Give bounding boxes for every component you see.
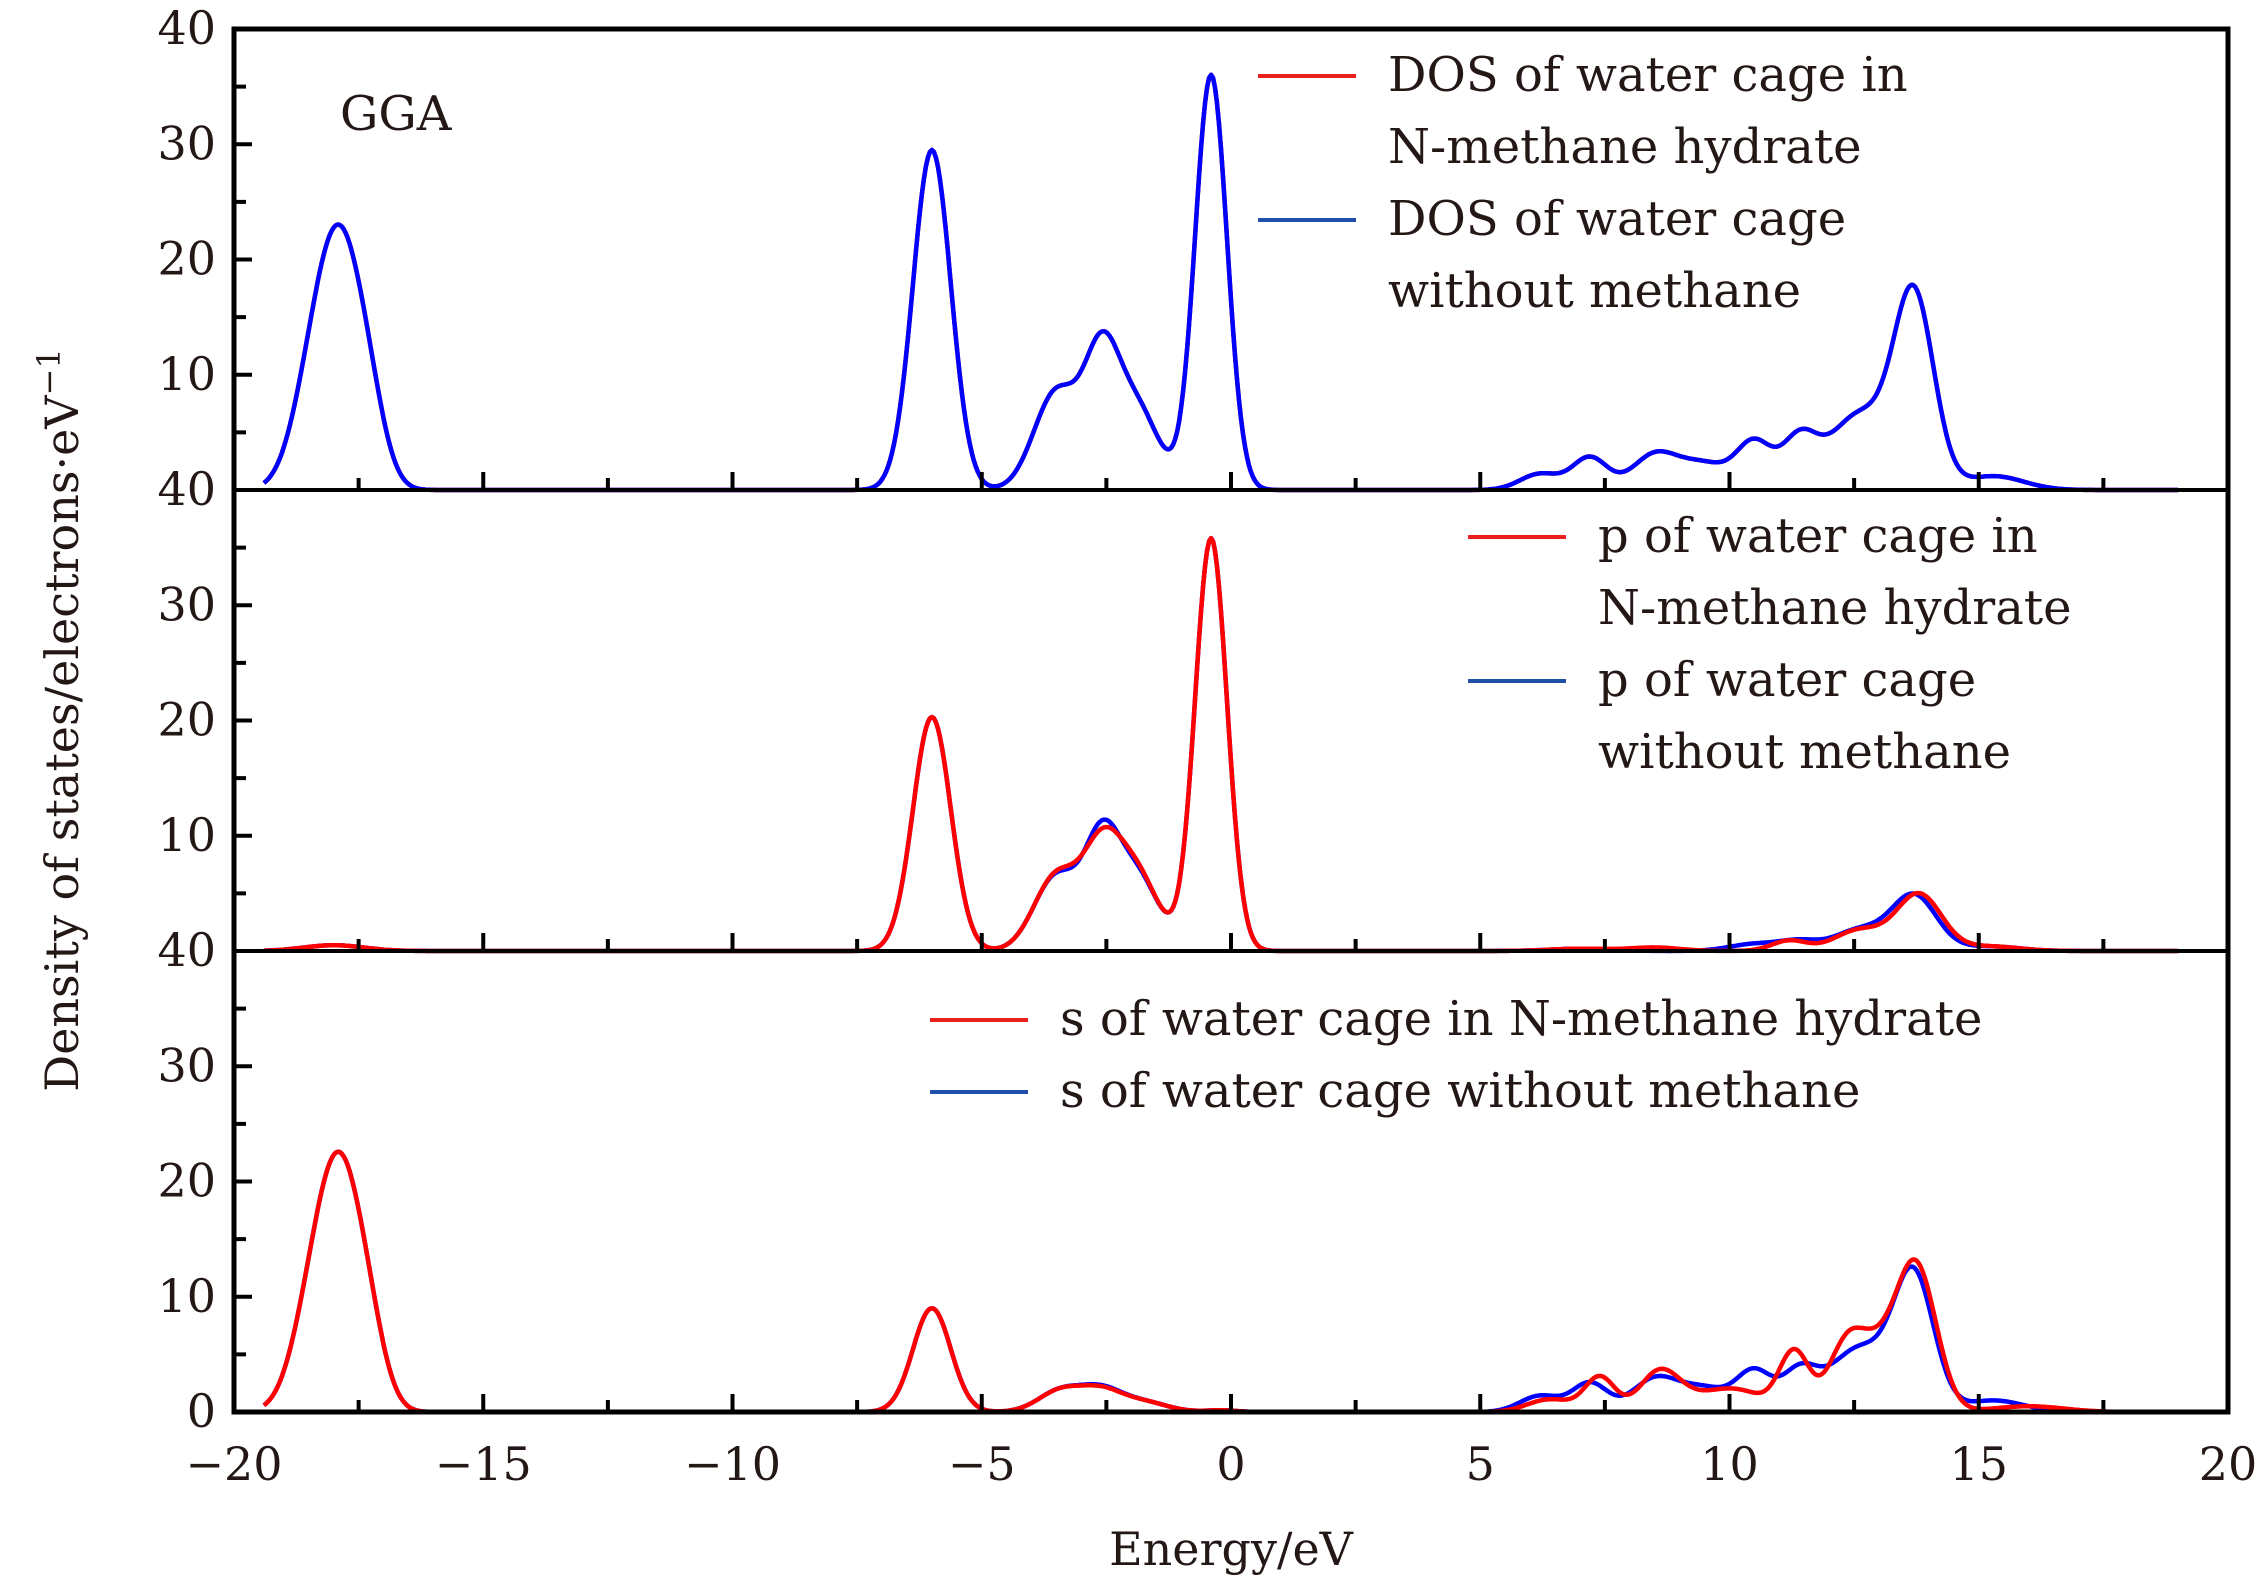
x-tick-label: 10: [1700, 1437, 1759, 1491]
legend-item: DOS of water cage in N-methane hydrate: [1258, 47, 1908, 175]
legend-label: DOS of water cage: [1388, 191, 1846, 247]
x-tick-label: 0: [1216, 1437, 1245, 1491]
panel-total: 40 10 20 30 40 GGA DOS of water cage in N-metha…: [157, 1, 2230, 516]
legend-label: p of water cage in: [1598, 508, 2038, 564]
y-tick-label: 20: [157, 693, 216, 747]
legend-label: s of water cage in N-methane hydrate: [1060, 991, 1982, 1047]
legend-label: N-methane hydrate: [1388, 119, 1862, 175]
x-axis: −20 −15 −10 −5 0 5 10 15 20: [185, 1437, 2257, 1491]
legend-item: DOS of water cage without methane: [1258, 191, 1846, 319]
y-tick-label: 40: [157, 462, 216, 516]
legend-total: DOS of water cage inN-methane hydrateDOS…: [1258, 47, 1908, 319]
x-tick-label: −5: [948, 1437, 1016, 1491]
y-tick-label: 10: [157, 808, 216, 862]
x-tick-label: 5: [1466, 1437, 1495, 1491]
series-line-total-blue: [262, 72, 2179, 493]
y-axis-title-main: Density of states/electrons·eV: [35, 395, 89, 1092]
legend-label: N-methane hydrate: [1598, 580, 2072, 636]
y-tick-label: 30: [157, 116, 216, 170]
panel-p: 40 10 20 30 p of water cage in N-methane hydr…: [157, 488, 2230, 977]
x-axis-title: Energy/eV: [1109, 1522, 1354, 1576]
y-tick-label: 30: [157, 1038, 216, 1092]
x-tick-label: 15: [1949, 1437, 2008, 1491]
x-tick-label: 20: [2199, 1437, 2258, 1491]
plot-border: [231, 26, 2231, 1415]
panel-annotation: GGA: [340, 86, 453, 142]
y-tick-label: 40: [157, 923, 216, 977]
y-tick-label: 40: [157, 1, 216, 55]
legend-label: without methane: [1388, 263, 1801, 319]
x-tick-label: −10: [684, 1437, 781, 1491]
legend-label: without methane: [1598, 724, 2011, 780]
legend-item: s of water cage without methane: [930, 1063, 1860, 1119]
legend-item: s of water cage in N-methane hydrate: [930, 991, 1982, 1047]
y-axis-title: Density of states/electrons·eV−1: [30, 348, 89, 1091]
legend-item: p of water cage without methane: [1468, 652, 2011, 780]
y-tick-label: 10: [157, 1269, 216, 1323]
x-tick-label: −15: [435, 1437, 532, 1491]
legend-s: s of water cage in N-methane hydrate s of…: [930, 991, 1982, 1119]
y-tick-label: 20: [157, 1154, 216, 1208]
panel-s: 0 10 20 30 s of water cage in N-methane hydr…: [157, 949, 2230, 1438]
panels: 40 10 20 30 40 GGA DOS of water cage in N-metha…: [157, 1, 2230, 1438]
x-tick-label: −20: [185, 1437, 282, 1491]
legend-item: p of water cage in N-methane hydrate: [1468, 508, 2072, 636]
y-axis-title-superscript: −1: [30, 348, 68, 395]
legend-label: DOS of water cage in: [1388, 47, 1908, 103]
legend-label: s of water cage without methane: [1060, 1063, 1860, 1119]
y-tick-label: 30: [157, 577, 216, 631]
y-tick-label: 20: [157, 232, 216, 286]
series-line-s-red: [262, 1149, 2179, 1415]
y-tick-label: 10: [157, 347, 216, 401]
plot-frame: [231, 26, 2231, 1415]
series-line-s-blue: [262, 1149, 2179, 1415]
legend-label: p of water cage: [1598, 652, 1976, 708]
y-tick-label: 0: [187, 1384, 216, 1438]
